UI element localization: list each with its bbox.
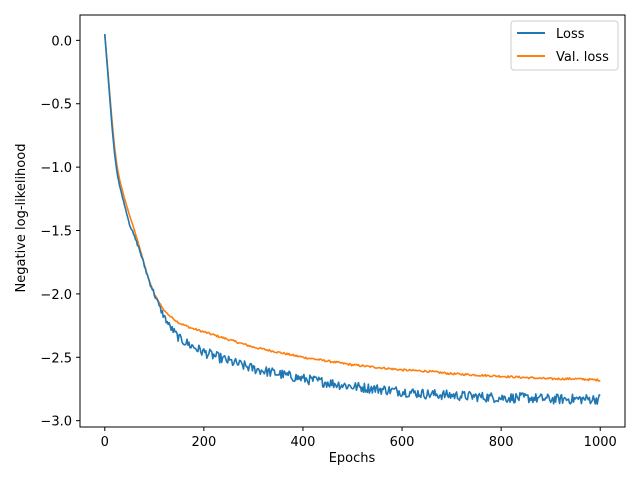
y-axis-label: Negative log-likelihood <box>14 144 29 293</box>
series-line-loss <box>103 33 601 405</box>
legend-label-loss: Loss <box>556 27 585 42</box>
y-tick-label: −2.0 <box>40 288 72 303</box>
y-tick-label: −1.0 <box>40 161 72 176</box>
x-tick-label: 200 <box>191 435 216 450</box>
x-axis: 0 200 400 600 800 1000 <box>101 427 617 450</box>
y-tick-label: −0.5 <box>40 98 72 113</box>
plot-frame <box>79 14 626 428</box>
x-tick-label: 0 <box>101 435 109 450</box>
y-tick-label: −2.5 <box>40 351 72 366</box>
legend-label-val-loss: Val. loss <box>556 50 609 65</box>
y-tick-label: −3.0 <box>40 415 72 430</box>
y-axis: 0.0 −0.5 −1.0 −1.5 −2.0 −2.5 −3.0 <box>40 34 80 430</box>
series-layer <box>103 33 601 405</box>
series-line-val-loss <box>103 33 601 382</box>
x-tick-label: 600 <box>390 435 415 450</box>
x-axis-label: Epochs <box>329 451 376 466</box>
y-tick-label: −1.5 <box>40 225 72 240</box>
x-tick-label: 1000 <box>584 435 617 450</box>
legend: Loss Val. loss <box>510 20 619 71</box>
x-tick-label: 400 <box>291 435 316 450</box>
y-tick-label: 0.0 <box>51 34 72 49</box>
x-tick-label: 800 <box>489 435 514 450</box>
